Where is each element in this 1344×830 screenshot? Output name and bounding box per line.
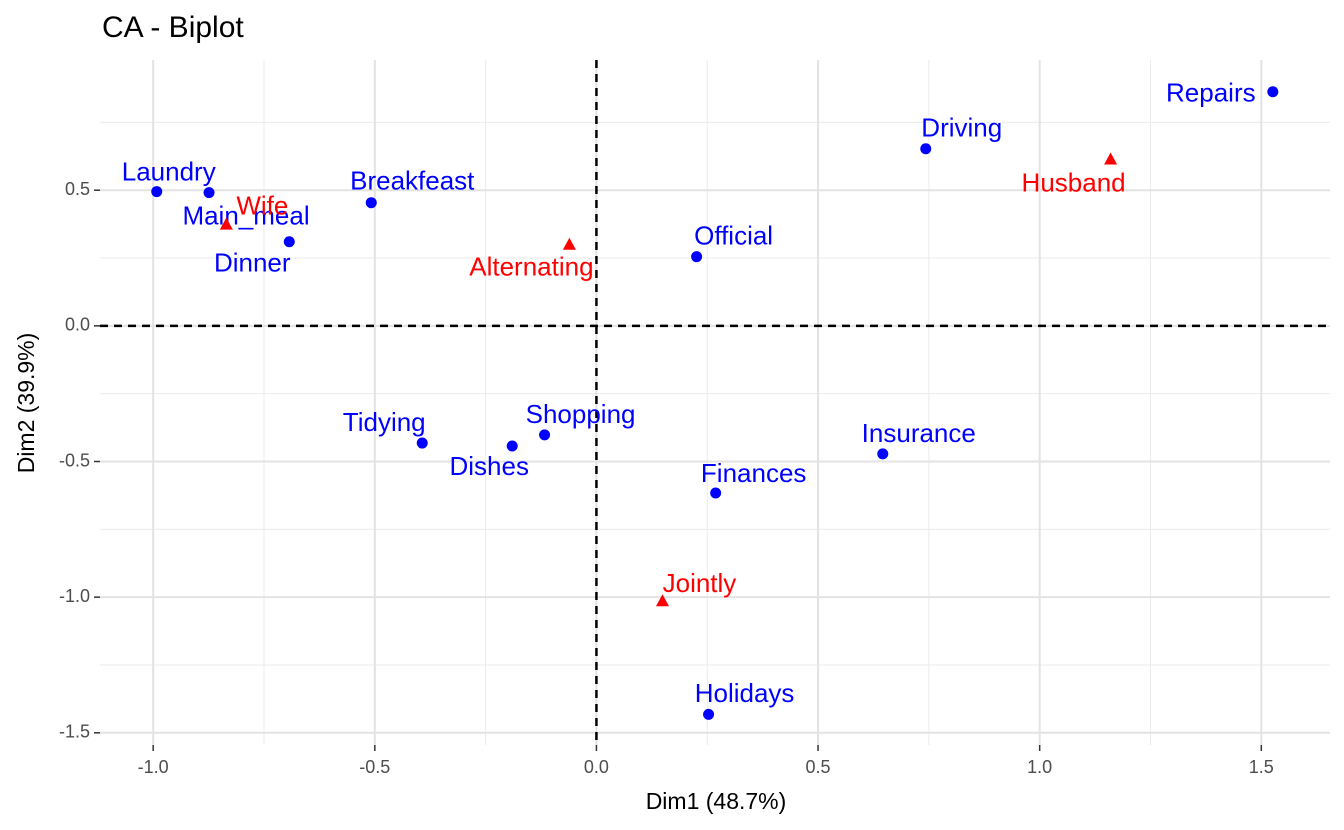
point: [539, 429, 551, 441]
point-label: Repairs: [1166, 78, 1256, 108]
y-tick-label: -1.5: [59, 722, 90, 742]
point-label: Shopping: [526, 399, 636, 429]
point-label: Finances: [701, 458, 807, 488]
point-label: Breakfeast: [350, 166, 475, 196]
point: [151, 186, 163, 198]
point: [1267, 86, 1279, 98]
point-label: Official: [694, 221, 773, 251]
chart-title: CA - Biplot: [102, 11, 244, 44]
point-label: Driving: [921, 113, 1002, 143]
y-tick-label: -0.5: [59, 450, 90, 470]
point: [416, 437, 428, 449]
point: [703, 708, 715, 720]
point: [219, 217, 233, 230]
y-tick-label: 0.0: [65, 315, 90, 335]
point: [562, 237, 576, 250]
point-label: Alternating: [469, 252, 593, 282]
y-tick-label: -1.0: [59, 586, 90, 606]
x-tick-label: 0.0: [584, 757, 609, 777]
point-label: Laundry: [122, 156, 216, 186]
point: [506, 440, 518, 452]
point-label: Jointly: [663, 568, 737, 598]
point-label: Main_meal: [182, 201, 309, 231]
point-label: Insurance: [862, 418, 976, 448]
x-tick-label: 0.5: [806, 757, 831, 777]
point: [365, 197, 377, 209]
x-tick-label: -0.5: [359, 757, 390, 777]
x-axis-title: Dim1 (48.7%): [646, 788, 787, 814]
point-label: Dinner: [214, 248, 291, 278]
point: [920, 143, 932, 155]
x-tick-label: -1.0: [138, 757, 169, 777]
point: [710, 487, 722, 499]
point: [283, 236, 295, 248]
x-tick-label: 1.0: [1027, 757, 1052, 777]
point-label: Husband: [1022, 167, 1126, 197]
point-label: Holidays: [695, 678, 795, 708]
point: [691, 251, 703, 263]
point-label: Tidying: [343, 407, 426, 437]
point: [877, 448, 889, 460]
point: [203, 187, 215, 199]
y-tick-label: 0.5: [65, 179, 90, 199]
point-label: Dishes: [449, 451, 528, 481]
point: [655, 594, 669, 607]
x-tick-label: 1.5: [1249, 757, 1274, 777]
y-axis-title: Dim2 (39.9%): [13, 333, 39, 474]
point: [1104, 152, 1118, 165]
point-label: Wife: [236, 191, 288, 221]
